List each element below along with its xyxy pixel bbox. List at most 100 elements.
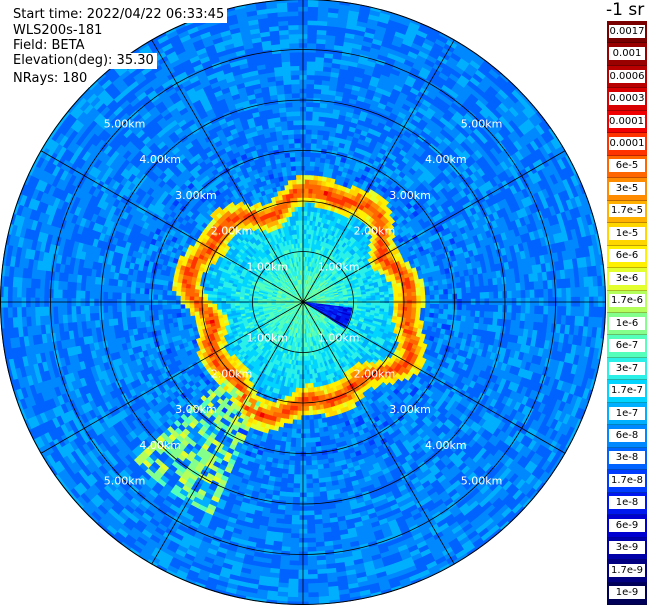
range-gate-cell [443,294,449,300]
range-gate-cell [561,287,567,298]
range-gate-cell [456,309,463,317]
range-gate-cell [479,310,485,319]
range-gate-cell [393,293,399,298]
range-gate-cell [311,120,320,126]
range-gate-cell [433,285,440,291]
range-gate-cell [397,303,404,308]
range-gate-cell [425,294,431,301]
range-gate-cell [314,74,324,81]
range-gate-cell [384,294,390,299]
range-gate-cell [306,88,315,94]
range-gate-cell [451,314,458,322]
range-gate-cell [397,292,404,298]
range-gate-cell [456,287,463,295]
range-gate-cell [556,288,563,298]
range-gate-cell [429,308,435,314]
range-gate-cell [497,284,504,293]
range-gate-cell [304,169,311,176]
range-gate-cell [493,291,499,300]
range-gate-cell [407,295,413,301]
range-gate-cell [312,101,321,108]
range-gate-cell [304,178,310,185]
range-gate-cell [306,56,317,62]
range-gate-cell [561,306,567,317]
range-gate-cell [470,310,476,318]
range-gate-cell [447,304,454,311]
range-gate-cell [310,147,317,153]
range-gate-cell [428,285,435,292]
range-gate-cell [515,290,522,299]
range-gate-cell [443,309,449,316]
range-gate-cell [425,303,431,310]
range-gate-cell [466,304,472,312]
range-gate-cell [465,286,472,294]
range-gate-cell [584,306,590,318]
range-gate-cell [305,106,314,112]
range-gate-cell [304,183,310,189]
range-gate-cell [411,291,417,297]
range-gate-cell [538,289,545,299]
range-gate-cell [534,289,540,299]
range-gate-cell [570,287,577,298]
range-gate-cell [597,285,604,298]
range-gate-cell [310,138,318,144]
range-gate-cell [547,288,554,299]
range-gate-cell [305,115,314,121]
range-gate-cell [306,78,316,85]
range-gate-cell [543,305,549,316]
range-gate-cell [511,305,517,314]
range-gate-cell [593,286,599,298]
range-gate-cell [305,142,312,149]
range-gate-cell [597,306,604,319]
range-gate-cell [492,284,499,293]
range-gate-cell [393,296,399,301]
range-gate-cell [307,15,319,21]
range-gate-cell [488,311,494,319]
range-gate-cell [479,292,486,300]
range-gate-cell [306,83,315,90]
range-gate-cell [438,289,445,296]
range-gate-cell [484,304,490,313]
range-gate-cell [447,309,454,316]
range-gate-cell [305,110,314,117]
range-gate-cell [311,129,319,135]
range-gate-cell [313,174,319,181]
range-gate-cell [497,291,504,299]
range-gate-cell [420,307,426,314]
range-gate-cell [484,291,490,300]
range-gate-cell [593,306,599,318]
range-gate-cell [416,303,422,309]
range-gate-cell [574,306,581,317]
range-gate-cell [429,303,436,310]
range-gate-cell [475,292,481,300]
range-gate-cell [313,88,322,95]
range-gate-cell [443,288,449,295]
range-gate-cell [297,0,309,3]
range-gate-cell [488,291,495,300]
range-gate-cell [313,92,322,99]
range-gate-cell [306,74,316,80]
range-gate-cell [588,306,595,318]
range-gate-cell [565,287,572,298]
range-gate-cell [393,303,399,308]
range-gate-cell [433,289,440,296]
range-gate-cell [519,282,526,291]
range-gate-cell [357,298,363,302]
range-gate-cell [461,304,467,311]
range-gate-cell [306,51,317,58]
range-gate-cell [510,283,517,292]
range-gate-cell [479,285,485,294]
range-gate-cell [304,165,311,171]
range-gate-cell [452,288,458,295]
range-gate-cell [510,312,517,321]
range-gate-cell [520,289,527,299]
range-gate-cell [424,286,431,292]
range-gate-cell [438,294,445,300]
range-gate-cell [388,296,395,301]
range-gate-cell [424,290,431,296]
range-gate-cell [538,305,545,315]
range-gate-cell [506,312,513,321]
range-gate-cell [424,308,431,314]
range-gate-cell [419,286,426,293]
range-gate-cell [570,306,577,317]
